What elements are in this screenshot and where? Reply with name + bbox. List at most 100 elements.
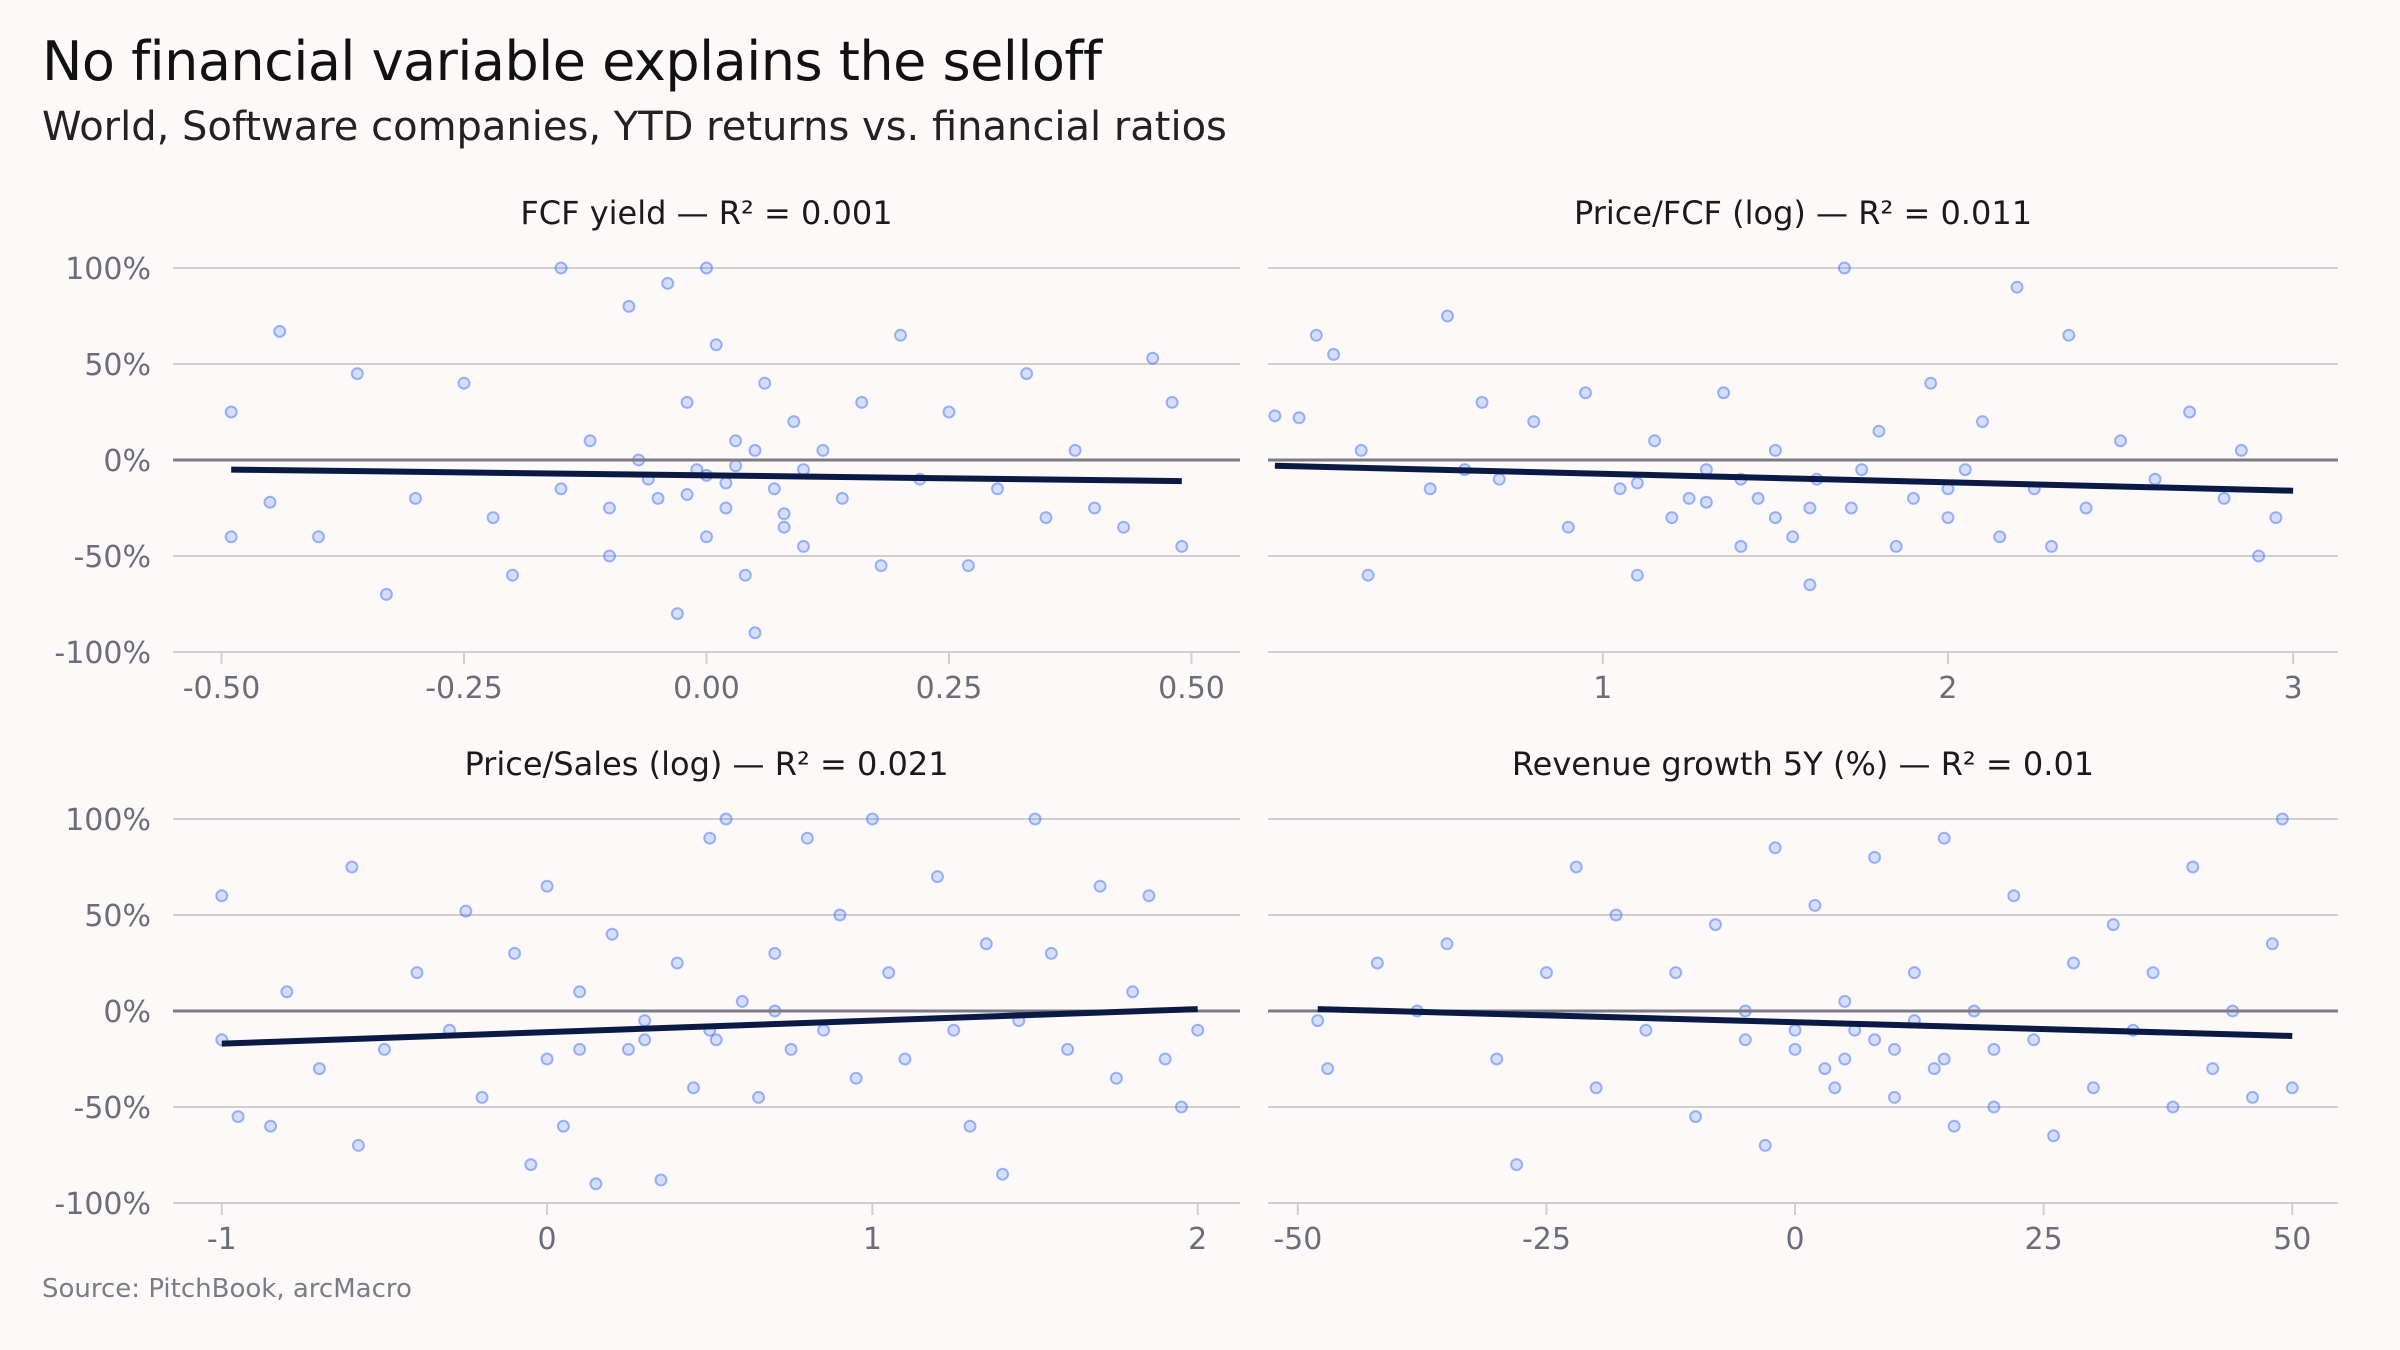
data-point [1440,309,1454,323]
data-point [345,860,359,874]
data-point [1569,860,1583,874]
data-point [1423,482,1437,496]
trend-line [231,466,1182,485]
data-point [457,376,471,390]
data-point [459,904,473,918]
data-point [1174,1100,1188,1114]
data-point [1838,1052,1852,1066]
data-point [573,985,587,999]
data-point [947,1023,961,1037]
data-point [2265,937,2279,951]
data-point [1887,1042,1901,1056]
x-tick-label: 3 [2284,671,2303,706]
panel-2: Price/FCF (log) — R² = 0.011 1 2 3 [1268,194,2338,706]
data-point [1907,966,1921,980]
data-point [273,324,287,338]
data-point [777,507,791,521]
data-point [540,879,554,893]
data-point [506,568,519,582]
data-point [1689,1110,1703,1124]
data-point [638,1014,652,1028]
trend-line [1274,462,2294,494]
y-tick-label: -100% [54,1187,151,1222]
data-point [767,482,781,496]
data-point [1146,351,1160,365]
data-point [996,1167,1010,1181]
data-point [224,530,238,544]
data-point [680,488,694,502]
data-point [2166,1100,2180,1114]
data-point [554,482,568,496]
data-point [729,459,743,473]
panel-4: Revenue growth 5Y (%) — R² = 0.01 -50 -25 0… [1268,745,2338,1257]
data-point [2285,1081,2299,1095]
data-point [486,511,500,525]
data-point [1987,1042,2001,1056]
data-point [1539,966,1553,980]
data-point [540,1052,554,1066]
data-point [2047,1129,2061,1143]
data-point [1044,946,1058,960]
data-point [1768,841,1782,855]
data-point [2269,511,2283,525]
data-point [2106,918,2120,932]
data-point [1117,520,1131,534]
data-point [849,1071,863,1085]
data-point [1527,415,1541,429]
data-point [777,520,791,534]
data-point [738,568,752,582]
data-point [797,539,810,553]
data-point [1786,530,1800,544]
data-point [865,812,879,826]
x-tick-label: 0.50 [1158,671,1225,706]
data-point [1630,568,1644,582]
data-point [1788,1042,1802,1056]
data-point [1109,1071,1123,1085]
data-point [1941,511,1955,525]
data-point [603,549,616,563]
data-point [603,501,616,515]
data-point [556,1119,570,1133]
data-point [377,1042,391,1056]
data-point [589,1177,603,1191]
data-point [410,966,424,980]
y-tick-label: -100% [54,636,151,671]
x-tick-label: 0.25 [916,671,983,706]
x-tick-label: -0.50 [183,671,261,706]
data-point [1490,1052,1504,1066]
data-point [930,870,944,884]
data-point [703,831,717,845]
data-point [1191,1023,1205,1037]
data-point [700,530,713,544]
data-point [686,1081,700,1095]
data-point [2146,966,2160,980]
data-point [2186,860,2200,874]
data-point [1648,434,1662,448]
data-point [961,559,975,573]
x-tick-label: 0 [1785,1222,1804,1257]
data-point [638,1033,652,1047]
panel-3: Price/Sales (log) — R² = 0.021 100% 50% 0% -… [54,745,1240,1257]
data-point [1768,511,1782,525]
data-point [1872,424,1886,438]
data-point [855,395,869,409]
data-point [784,1042,798,1056]
data-point [1665,511,1679,525]
data-point [1708,918,1722,932]
panel-title: Revenue growth 5Y (%) — R² = 0.01 [1512,745,2094,783]
data-point [1937,831,1951,845]
data-point [1061,1042,1075,1056]
data-point [2086,1081,2100,1095]
data-point [2206,1062,2220,1076]
data-point [1370,956,1384,970]
data-point [882,966,896,980]
data-point [1510,1158,1524,1172]
data-point [554,261,568,275]
data-point [1751,491,1765,505]
data-point [700,261,713,275]
data-point [748,443,762,457]
data-point [1579,386,1593,400]
data-point [898,1052,912,1066]
data-point [874,559,888,573]
data-point [1924,376,1938,390]
